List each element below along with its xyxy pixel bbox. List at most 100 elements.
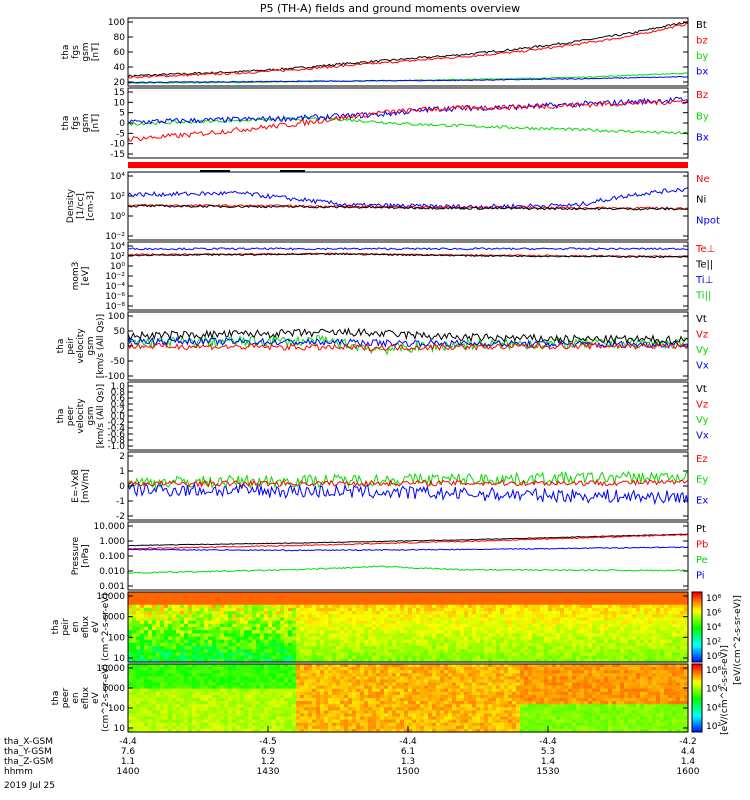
- y-tick-label: 80: [114, 33, 126, 43]
- heatmap-cell: [192, 642, 197, 647]
- heatmap-cell: [540, 595, 545, 599]
- heatmap-cell: [240, 716, 245, 721]
- heatmap-cell: [396, 646, 401, 650]
- heatmap-cell: [148, 617, 153, 622]
- heatmap-cell: [516, 592, 521, 596]
- heatmap-cell: [684, 639, 689, 644]
- heatmap-cell: [268, 601, 273, 606]
- heatmap-cell: [468, 642, 473, 647]
- heatmap-cell: [148, 688, 153, 693]
- heatmap-cell: [176, 630, 181, 634]
- heatmap-cell: [188, 652, 193, 657]
- heatmap-cell: [444, 658, 449, 663]
- heatmap-cell: [412, 673, 417, 677]
- heatmap-cell: [560, 595, 565, 599]
- heatmap-cell: [256, 667, 261, 671]
- heatmap-cell: [188, 728, 193, 733]
- heatmap-cell: [548, 627, 553, 631]
- heatmap-cell: [672, 620, 677, 625]
- y-tick-label: 0.2: [111, 406, 125, 416]
- y-label-line: velocity: [76, 398, 86, 434]
- heatmap-cell: [440, 614, 445, 619]
- heatmap-cell: [412, 611, 417, 615]
- heatmap-cell: [264, 617, 269, 622]
- heatmap-cell: [280, 704, 285, 708]
- heatmap-cell: [292, 667, 297, 671]
- heatmap-cell: [384, 614, 389, 619]
- heatmap-cell: [416, 611, 421, 615]
- heatmap-cell: [588, 630, 593, 634]
- heatmap-cell: [584, 636, 589, 641]
- heatmap-cell: [636, 598, 641, 603]
- heatmap-cell: [404, 658, 409, 663]
- heatmap-cell: [356, 691, 361, 696]
- heatmap-cell: [544, 646, 549, 650]
- heatmap-cell: [332, 719, 337, 724]
- heatmap-cell: [296, 728, 301, 733]
- heatmap-cell: [672, 658, 677, 663]
- heatmap-cell: [260, 722, 265, 727]
- series-Bt: [127, 20, 689, 78]
- heatmap-cell: [272, 620, 277, 625]
- heatmap-cell: [160, 611, 165, 615]
- heatmap-cell: [676, 614, 681, 619]
- heatmap-cell: [236, 633, 241, 638]
- heatmap-cell: [680, 601, 685, 606]
- heatmap-cell: [132, 627, 137, 631]
- heatmap-cell: [452, 592, 457, 596]
- heatmap-cell: [320, 716, 325, 721]
- heatmap-cell: [192, 670, 197, 674]
- heatmap-cell: [252, 710, 257, 715]
- heatmap-cell: [128, 664, 133, 668]
- heatmap-cell: [344, 694, 349, 699]
- heatmap-cell: [164, 649, 169, 654]
- heatmap-cell: [212, 728, 217, 733]
- heatmap-cell: [368, 691, 373, 696]
- heatmap-cell: [652, 649, 657, 654]
- y-tick-label: 50: [114, 327, 126, 337]
- heatmap-cell: [388, 636, 393, 641]
- heatmap-cell: [332, 617, 337, 622]
- heatmap-cell: [316, 713, 321, 718]
- heatmap-cell: [152, 623, 157, 628]
- heatmap-cell: [132, 719, 137, 724]
- heatmap-cell: [344, 725, 349, 730]
- heatmap-cell: [324, 685, 329, 690]
- y-tick-label: -10: [110, 140, 125, 150]
- heatmap-cell: [160, 649, 165, 654]
- heatmap-cell: [164, 604, 169, 609]
- heatmap-cell: [512, 649, 517, 654]
- heatmap-cell: [412, 701, 417, 705]
- heatmap-cell: [300, 611, 305, 615]
- heatmap-cell: [344, 670, 349, 674]
- heatmap-cell: [552, 623, 557, 628]
- heatmap-cell: [204, 620, 209, 625]
- heatmap-cell: [232, 676, 237, 681]
- heatmap-cell: [148, 604, 153, 609]
- heatmap-cell: [356, 713, 361, 718]
- heatmap-cell: [616, 639, 621, 644]
- heatmap-cell: [408, 655, 413, 660]
- heatmap-cell: [388, 698, 393, 702]
- heatmap-cell: [228, 704, 233, 708]
- heatmap-cell: [376, 710, 381, 715]
- heatmap-cell: [376, 614, 381, 619]
- heatmap-cell: [448, 655, 453, 660]
- heatmap-cell: [368, 639, 373, 644]
- heatmap-cell: [428, 655, 433, 660]
- heatmap-cell: [232, 595, 237, 599]
- heatmap-cell: [248, 623, 253, 628]
- heatmap-cell: [360, 617, 365, 622]
- heatmap-cell: [376, 688, 381, 693]
- heatmap-cell: [648, 646, 653, 650]
- heatmap-cell: [344, 633, 349, 638]
- heatmap-cell: [300, 655, 305, 660]
- heatmap-cell: [280, 682, 285, 687]
- heatmap-cell: [452, 649, 457, 654]
- heatmap-cell: [404, 607, 409, 612]
- legend-Ni: Ni: [696, 195, 706, 206]
- heatmap-cell: [592, 598, 597, 603]
- heatmap-cell: [456, 614, 461, 619]
- heatmap-cell: [204, 691, 209, 696]
- y-tick-label: -0.8: [107, 436, 125, 446]
